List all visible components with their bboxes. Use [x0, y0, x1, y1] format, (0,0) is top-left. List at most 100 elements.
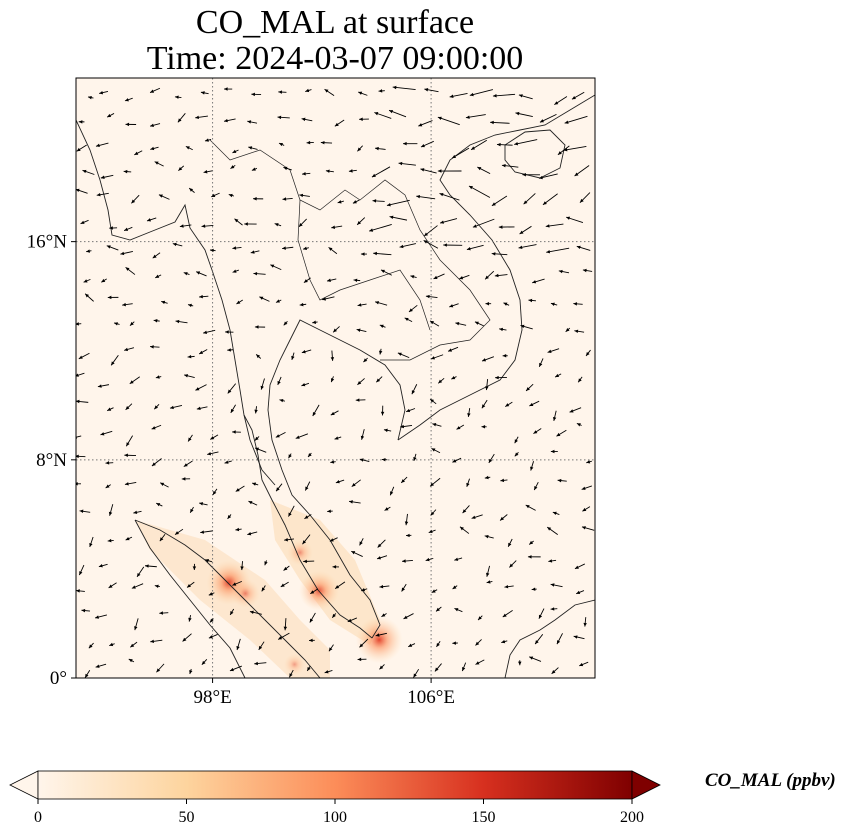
wind-arrow-312: [530, 461, 534, 471]
wind-arrow-430: [331, 613, 337, 619]
wind-arrow-452: [359, 638, 369, 648]
wind-arrow-320: [212, 488, 218, 496]
wind-arrow-284: [360, 429, 365, 440]
wind-arrow-469: [254, 661, 267, 666]
wind-arrow-231: [76, 372, 85, 377]
wind-arrow-281: [275, 431, 286, 438]
lon-tick-label-0: 98°E: [193, 687, 231, 708]
wind-arrow-169: [107, 295, 119, 300]
wind-arrow-46: [185, 145, 193, 151]
wind-arrow-458: [501, 639, 508, 644]
wind-arrow-94: [337, 200, 344, 204]
wind-arrow-81: [522, 172, 540, 177]
wind-arrow-93: [299, 193, 310, 198]
map-panel: 98°E 106°E 0° 8°N 16°N: [27, 77, 596, 708]
wind-arrow-116: [356, 217, 366, 226]
wind-arrow-79: [477, 166, 491, 174]
wind-arrow-176: [275, 299, 282, 303]
wind-arrow-228: [538, 358, 544, 368]
wind-arrow-221: [363, 357, 368, 363]
wind-arrow-80: [501, 163, 519, 168]
wind-arrow-388: [332, 565, 339, 569]
wind-arrow-289: [481, 425, 487, 429]
wind-arrow-433: [403, 613, 414, 620]
wind-arrow-250: [554, 373, 562, 378]
wind-arrow-372: [459, 526, 470, 534]
wind-arrow-239: [277, 376, 282, 386]
wind-arrow-479: [518, 660, 522, 666]
wind-arrow-0: [87, 95, 94, 100]
wind-arrow-202: [404, 317, 413, 323]
wind-arrow-476: [434, 663, 442, 672]
wind-arrow-49: [248, 146, 258, 150]
wind-arrow-422: [134, 618, 139, 631]
wind-arrow-131: [209, 248, 216, 253]
wind-arrow-99: [439, 192, 460, 201]
wind-arrow-426: [229, 608, 235, 616]
wind-arrow-31: [334, 119, 345, 127]
colorbar-tick-label-4: 200: [620, 809, 644, 826]
wind-arrow-332: [500, 478, 508, 483]
wind-arrow-408: [310, 588, 319, 595]
wind-arrow-280: [254, 436, 260, 441]
lat-tick-label-0: 0°: [50, 668, 67, 689]
wind-arrow-247: [485, 379, 489, 391]
wind-arrow-353: [499, 514, 508, 521]
wind-arrow-285: [383, 428, 392, 433]
wind-arrow-10: [324, 88, 335, 96]
wind-arrow-119: [423, 225, 438, 237]
wind-arrow-311: [514, 452, 519, 457]
wind-arrow-373: [484, 534, 494, 539]
wind-arrow-164: [494, 273, 508, 278]
wind-arrow-245: [437, 377, 445, 384]
wind-arrow-420: [81, 608, 91, 613]
wind-arrow-57: [451, 147, 470, 159]
wind-arrow-445: [182, 633, 192, 642]
wind-arrow-147: [83, 278, 91, 283]
wind-arrow-238: [260, 378, 265, 390]
wind-arrow-396: [527, 555, 541, 559]
wind-arrow-345: [304, 514, 312, 520]
wind-arrow-246: [451, 375, 457, 380]
wind-arrow-40: [539, 113, 557, 123]
wind-arrow-432: [381, 613, 387, 618]
wind-arrow-268: [481, 399, 488, 409]
wind-arrow-114: [298, 218, 307, 228]
wind-arrow-135: [302, 246, 309, 251]
wind-arrow-346: [327, 509, 333, 513]
gridlines: [76, 78, 595, 678]
wind-arrow-287: [432, 423, 442, 427]
wind-arrow-42: [76, 144, 87, 152]
wind-arrow-102: [523, 193, 536, 205]
wind-arrow-88: [188, 187, 195, 193]
wind-arrow-431: [347, 617, 358, 623]
wind-arrow-125: [565, 216, 584, 223]
wind-arrow-369: [377, 539, 386, 548]
wind-arrow-62: [563, 146, 587, 152]
wind-arrow-95: [352, 199, 360, 204]
wind-arrow-258: [230, 404, 236, 414]
wind-arrow-338: [133, 510, 142, 514]
wind-arrow-143: [491, 252, 508, 256]
wind-arrow-64: [100, 174, 114, 179]
wind-arrow-335: [581, 485, 593, 490]
wind-arrow-410: [361, 588, 368, 592]
wind-arrow-56: [420, 140, 434, 148]
wind-arrow-473: [357, 657, 367, 662]
wind-arrow-98: [416, 194, 436, 200]
wind-arrow-455: [436, 641, 441, 648]
wind-arrow-350: [430, 509, 437, 516]
wind-arrow-347: [348, 500, 361, 504]
wind-arrow-192: [153, 319, 160, 323]
wind-arrow-288: [456, 424, 465, 430]
wind-arrow-153: [232, 269, 239, 273]
co-hotspot-4: [355, 616, 403, 664]
wind-arrow-349: [404, 513, 409, 526]
wind-arrow-197: [283, 321, 288, 326]
wind-arrow-477: [461, 662, 467, 672]
wind-arrow-34: [388, 109, 407, 118]
wind-arrow-132: [232, 246, 242, 250]
wind-arrow-447: [236, 638, 241, 651]
wind-arrow-194: [203, 329, 216, 334]
wind-arrow-442: [109, 642, 115, 647]
